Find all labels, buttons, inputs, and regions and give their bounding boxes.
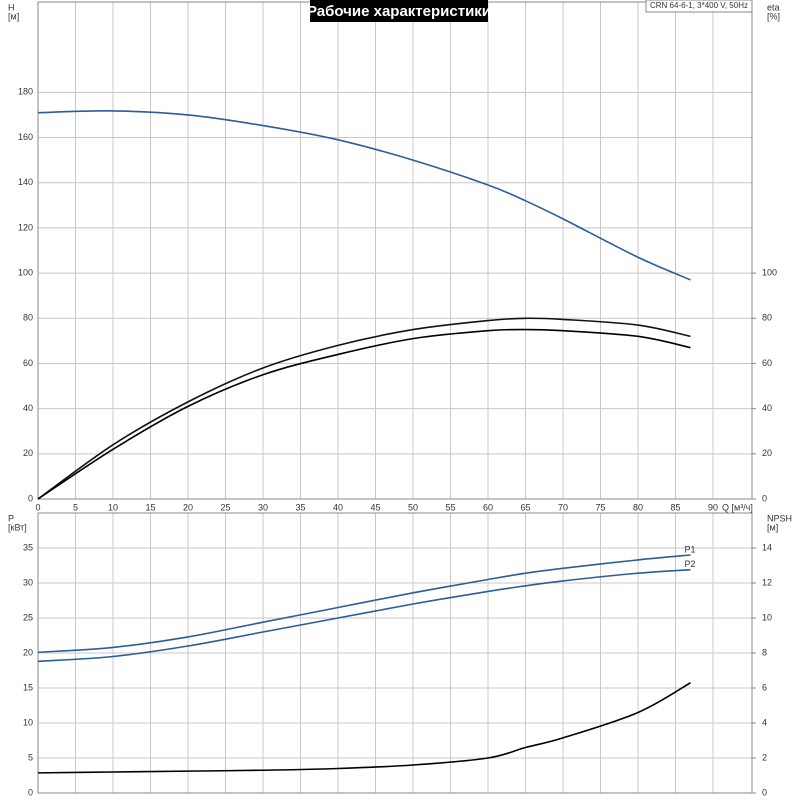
x-tick-label: 15 — [145, 502, 155, 512]
plot-frame — [37, 512, 753, 794]
x-tick-label: 10 — [108, 502, 118, 512]
model-label: CRN 64-6-1, 3*400 V, 50Hz — [650, 1, 748, 10]
y-tick-label: 40 — [23, 403, 33, 413]
y2-axis-label: eta — [767, 2, 780, 12]
y-tick-label: 0 — [28, 787, 33, 797]
y-tick-label: 140 — [18, 177, 33, 187]
series-label: P2 — [685, 559, 696, 569]
y-tick-label: 160 — [18, 132, 33, 142]
x-axis-label: Q [м³/ч] — [722, 502, 753, 512]
x-tick-label: 60 — [483, 502, 493, 512]
y2-tick-label: 80 — [762, 313, 772, 323]
y2-tick-label: 0 — [762, 787, 767, 797]
y-tick-label: 0 — [28, 493, 33, 503]
y2-tick-label: 10 — [762, 612, 772, 622]
x-tick-label: 90 — [708, 502, 718, 512]
x-tick-label: 65 — [520, 502, 530, 512]
x-tick-label: 0 — [35, 502, 40, 512]
x-tick-label: 80 — [633, 502, 643, 512]
curve — [37, 110, 691, 281]
x-tick-label: 30 — [258, 502, 268, 512]
y-tick-label: 180 — [18, 87, 33, 97]
curve — [37, 568, 691, 663]
y-axis-label: H — [8, 2, 15, 12]
y-tick-label: 15 — [23, 682, 33, 692]
y2-tick-label: 40 — [762, 403, 772, 413]
y-axis-unit: [кВт] — [8, 522, 27, 532]
x-tick-label: 75 — [595, 502, 605, 512]
y2-axis-label: NPSH — [767, 513, 792, 523]
y-tick-label: 60 — [23, 358, 33, 368]
curve — [37, 554, 691, 654]
y2-axis-unit: [%] — [767, 11, 780, 21]
y2-tick-label: 100 — [762, 267, 777, 277]
x-tick-label: 85 — [670, 502, 680, 512]
y2-tick-label: 4 — [762, 717, 767, 727]
y2-tick-label: 12 — [762, 577, 772, 587]
model-box — [645, 0, 753, 13]
y-axis-unit: [м] — [8, 11, 19, 21]
y-axis-label: P — [8, 513, 14, 523]
y-tick-label: 80 — [23, 313, 33, 323]
x-tick-label: 40 — [333, 502, 343, 512]
y2-tick-label: 2 — [762, 752, 767, 762]
y2-tick-label: 14 — [762, 542, 772, 552]
y-tick-label: 100 — [18, 267, 33, 277]
y2-tick-label: 60 — [762, 358, 772, 368]
y-tick-label: 30 — [23, 577, 33, 587]
curve — [37, 317, 691, 500]
curve — [37, 682, 691, 774]
title-box — [310, 0, 488, 22]
x-tick-label: 25 — [220, 502, 230, 512]
y-tick-label: 25 — [23, 612, 33, 622]
y-tick-label: 20 — [23, 647, 33, 657]
x-tick-label: 70 — [558, 502, 568, 512]
y2-axis-unit: [м] — [767, 522, 778, 532]
x-tick-label: 20 — [183, 502, 193, 512]
x-tick-label: 45 — [370, 502, 380, 512]
y-tick-label: 20 — [23, 448, 33, 458]
y-tick-label: 10 — [23, 717, 33, 727]
x-tick-label: 55 — [445, 502, 455, 512]
y-tick-label: 120 — [18, 222, 33, 232]
x-tick-label: 5 — [73, 502, 78, 512]
y2-tick-label: 8 — [762, 647, 767, 657]
chart-title: Рабочие характеристики — [307, 3, 491, 20]
x-tick-label: 50 — [408, 502, 418, 512]
y2-tick-label: 6 — [762, 682, 767, 692]
x-tick-label: 35 — [295, 502, 305, 512]
curve — [37, 328, 691, 500]
y2-tick-label: 0 — [762, 493, 767, 503]
series-label: P1 — [685, 544, 696, 554]
y-tick-label: 35 — [23, 542, 33, 552]
y-tick-label: 5 — [28, 752, 33, 762]
y2-tick-label: 20 — [762, 448, 772, 458]
